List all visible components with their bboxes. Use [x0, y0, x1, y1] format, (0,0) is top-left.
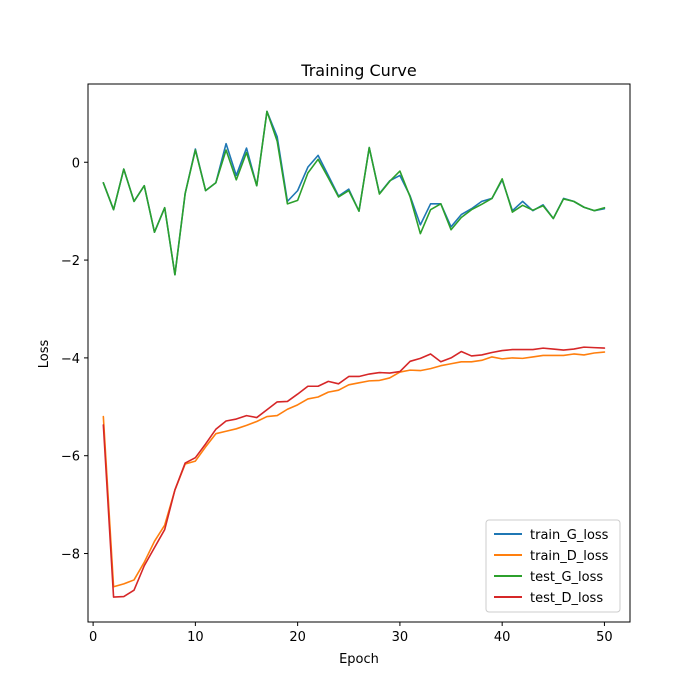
- x-axis: 0 10 20 30 40 50: [89, 622, 613, 645]
- y-tick-label: −4: [61, 352, 80, 367]
- x-tick-label: 40: [494, 630, 511, 645]
- chart-title: Training Curve: [300, 61, 416, 80]
- legend-label: train_G_loss: [530, 528, 609, 543]
- x-axis-label: Epoch: [339, 652, 379, 667]
- legend-label: test_G_loss: [530, 570, 603, 585]
- y-axis: 0 −2 −4 −6 −8: [61, 156, 88, 563]
- x-tick-label: 20: [289, 630, 306, 645]
- legend-label: test_D_loss: [530, 591, 603, 606]
- series-line-test-G-loss: [102, 110, 606, 276]
- x-tick-label: 30: [392, 630, 409, 645]
- y-tick-label: −2: [61, 254, 80, 269]
- y-tick-label: −8: [61, 548, 80, 563]
- series-layer: [102, 110, 606, 598]
- plot-frame: [87, 83, 631, 623]
- legend-label: train_D_loss: [530, 549, 609, 564]
- series-line-test-D-loss: [102, 346, 606, 598]
- x-tick-label: 0: [89, 630, 97, 645]
- legend-box: [485, 519, 621, 613]
- y-axis-label: Loss: [37, 340, 52, 369]
- y-tick-label: 0: [72, 156, 80, 171]
- series-line-train-D-loss: [102, 351, 606, 588]
- x-tick-label: 10: [187, 630, 204, 645]
- x-tick-label: 50: [596, 630, 613, 645]
- legend: train_G_loss train_D_loss test_G_loss test_…: [485, 519, 621, 613]
- y-tick-label: −6: [61, 450, 80, 465]
